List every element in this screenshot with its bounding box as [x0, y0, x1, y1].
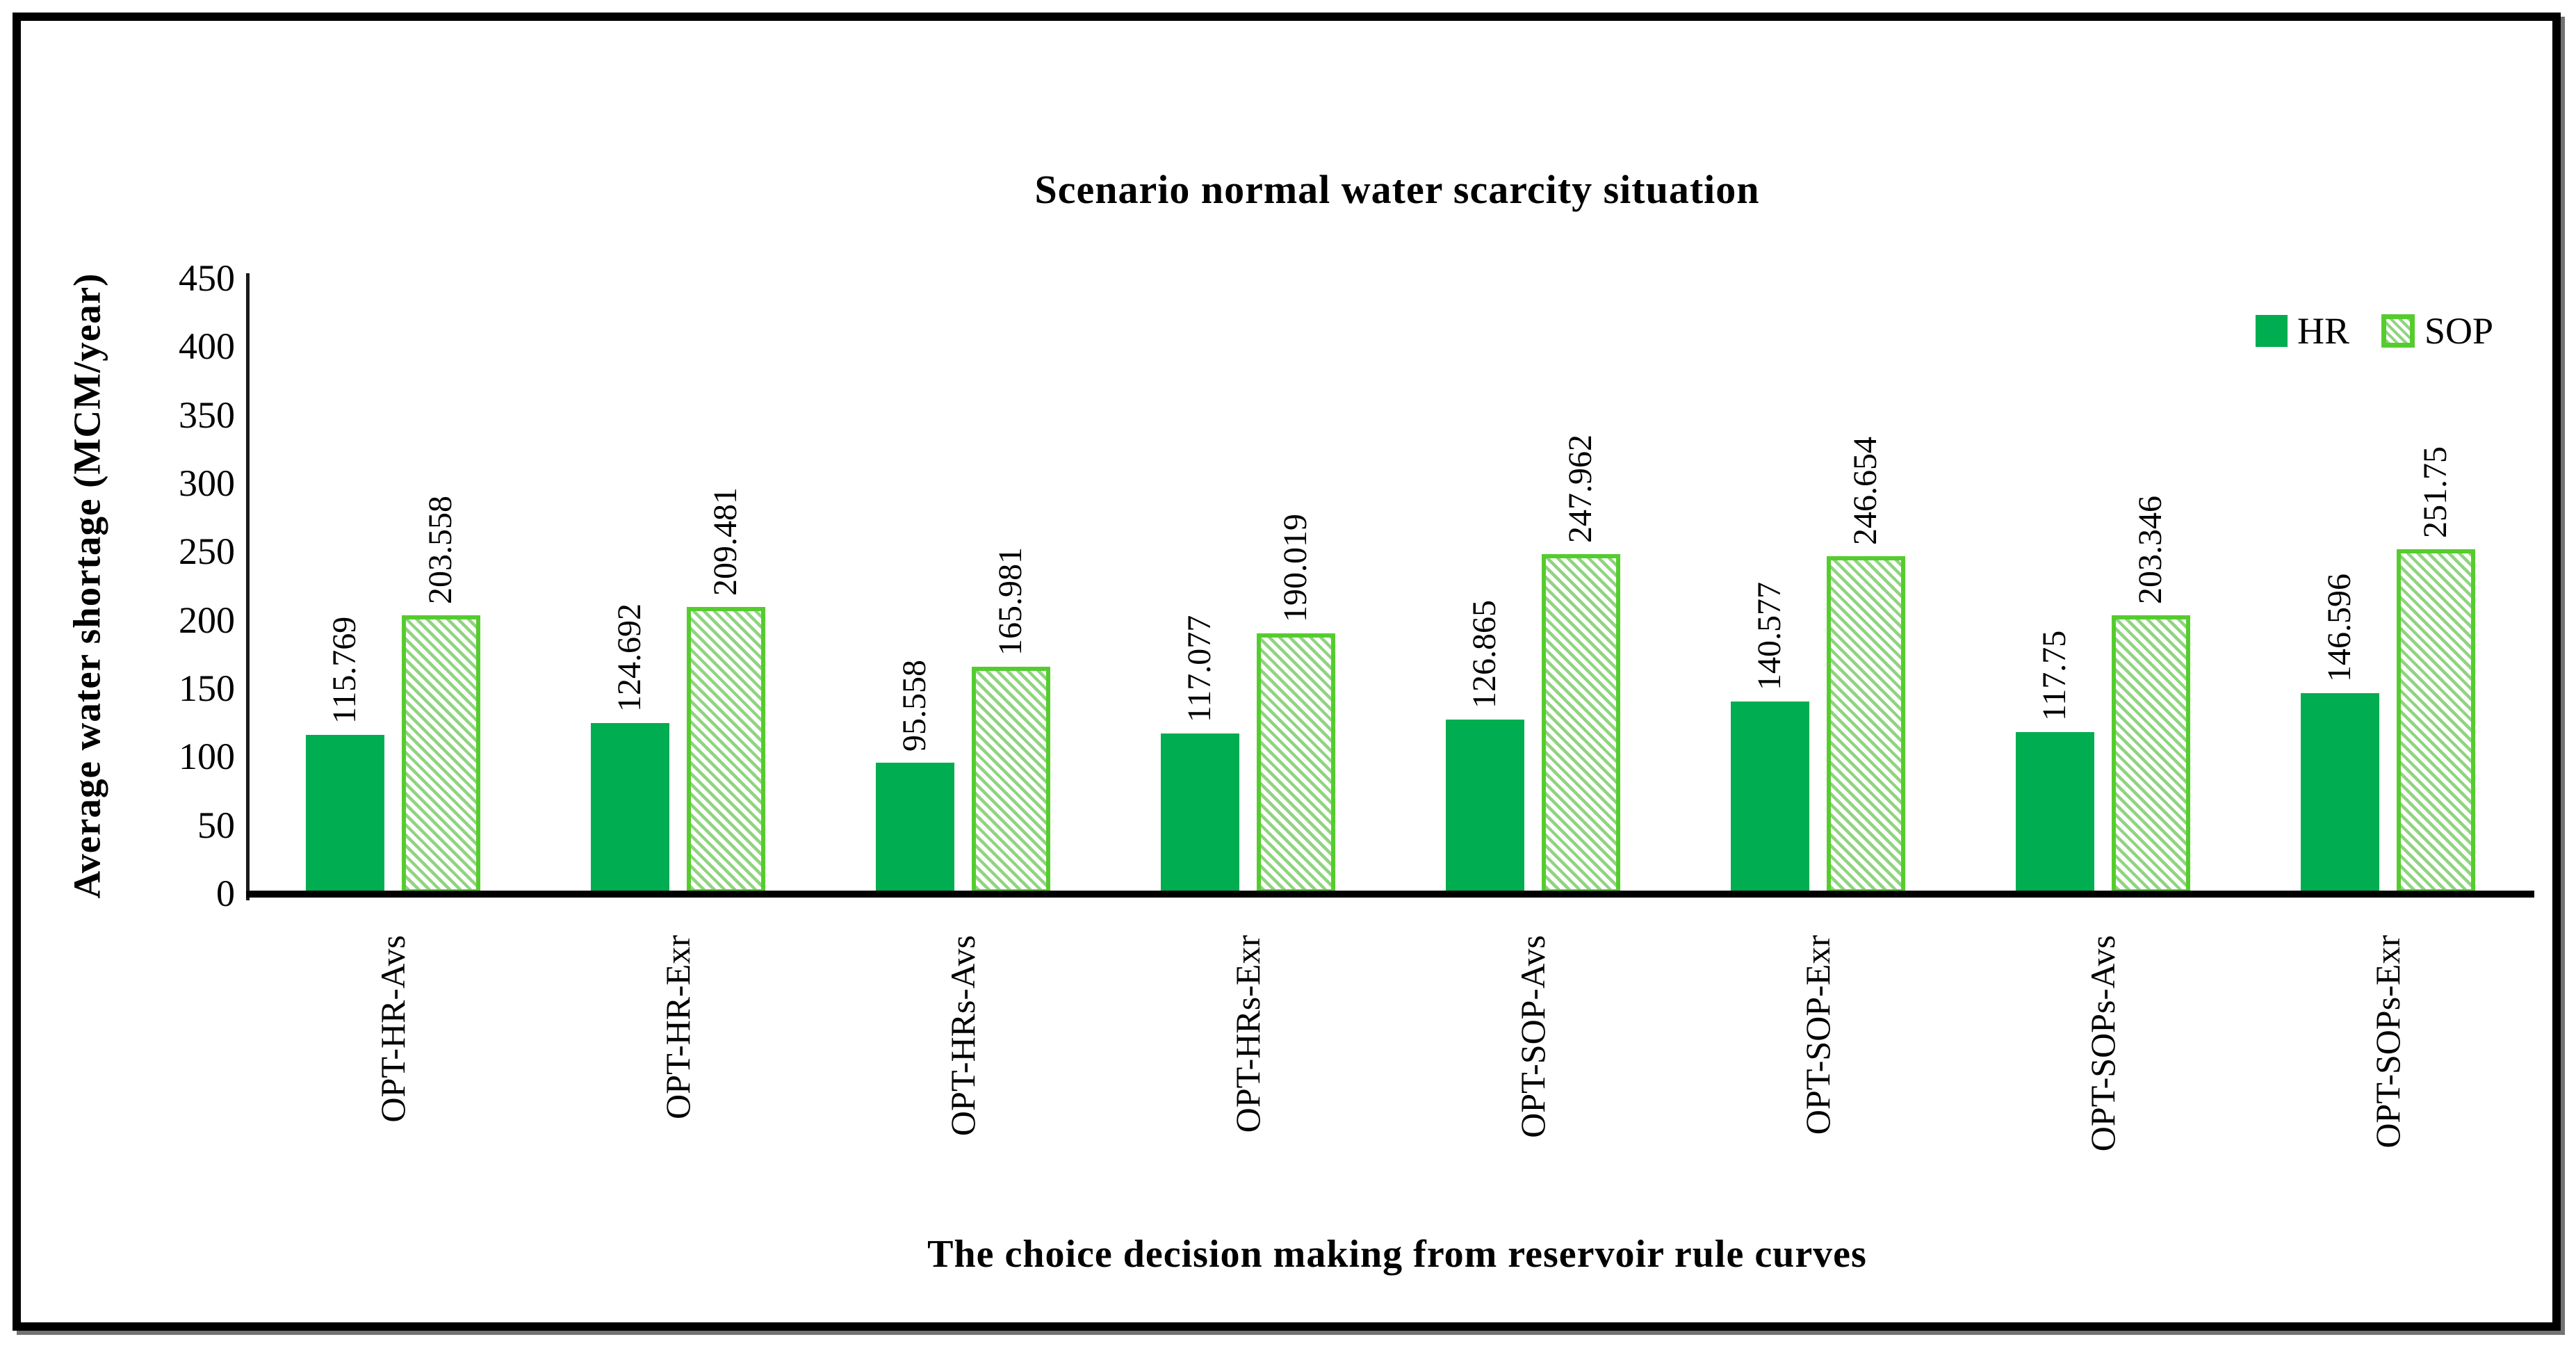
y-tick-label: 100: [179, 736, 235, 778]
category-label-text: OPT-SOP-Exr: [1798, 935, 1837, 1135]
category-label-text: OPT-HR-Avs: [373, 935, 412, 1123]
bar-hr-opt-hrs-avs: [876, 763, 954, 893]
legend: HR SOP: [2256, 311, 2493, 350]
value-label-text: 126.865: [1466, 600, 1503, 708]
value-label-text: 209.481: [707, 487, 744, 596]
value-label-text: 247.962: [1562, 435, 1599, 543]
bar-hr-opt-hr-exr: [591, 723, 669, 893]
figure-border: [13, 13, 2561, 1331]
y-tick-label: 50: [197, 804, 235, 846]
value-label-text: 117.077: [1181, 615, 1218, 722]
bar-hr-opt-sops-exr: [2301, 693, 2379, 893]
category-label-text: OPT-SOPs-Exr: [2368, 935, 2407, 1149]
bar-sop-opt-sop-avs: [1542, 554, 1620, 893]
bar-hr-opt-hr-avs: [306, 735, 384, 893]
y-tick-label: 450: [179, 257, 235, 299]
legend-sop-label: SOP: [2424, 310, 2494, 352]
bar-hr-opt-sop-avs: [1446, 720, 1524, 893]
bar-sop-opt-hr-exr: [687, 607, 765, 893]
category-label-text: OPT-SOPs-Avs: [2083, 935, 2122, 1152]
bar-sop-opt-sops-avs: [2112, 615, 2190, 893]
x-axis-title: The choice decision making from reservoi…: [927, 1233, 1867, 1276]
y-tick-label: 300: [179, 462, 235, 504]
y-axis-line: [246, 273, 250, 900]
y-tick-label: 350: [179, 394, 235, 436]
value-label-text: 146.596: [2321, 574, 2358, 682]
bar-sop-opt-hr-avs: [402, 615, 480, 893]
y-tick-label: 150: [179, 667, 235, 709]
value-label-text: 117.75: [2036, 630, 2073, 721]
bar-sop-opt-sops-exr: [2397, 549, 2475, 893]
category-label-text: OPT-HR-Exr: [658, 935, 697, 1119]
y-tick-label: 200: [179, 599, 235, 641]
bar-sop-opt-hrs-avs: [972, 667, 1050, 893]
value-label-text: 190.019: [1277, 514, 1314, 622]
bar-sop-opt-hrs-exr: [1257, 633, 1335, 893]
bar-hr-opt-hrs-exr: [1161, 733, 1239, 893]
value-label-text: 124.692: [611, 603, 648, 712]
bar-hr-opt-sops-avs: [2016, 732, 2094, 893]
y-tick-label: 250: [179, 530, 235, 573]
x-axis-line: [246, 891, 2534, 898]
category-label-text: OPT-HRs-Avs: [943, 935, 982, 1136]
value-label-text: 246.654: [1847, 437, 1884, 545]
value-label-text: 251.75: [2417, 446, 2454, 538]
category-label-text: OPT-HRs-Exr: [1228, 935, 1267, 1133]
y-tick-label: 0: [216, 873, 235, 914]
legend-hr-label: HR: [2297, 310, 2350, 352]
legend-sop-swatch-icon: [2381, 314, 2415, 348]
y-axis-title: Average water shortage (MCM/year): [42, 273, 132, 899]
value-label-text: 115.769: [326, 616, 363, 724]
chart-title: Scenario normal water scarcity situation: [1034, 167, 1760, 212]
category-label-text: OPT-SOP-Avs: [1513, 935, 1552, 1138]
value-label-text: 203.558: [422, 496, 459, 604]
bar-hr-opt-sop-exr: [1731, 702, 1809, 893]
legend-hr-swatch-icon: [2256, 315, 2288, 347]
value-label-text: 95.558: [896, 660, 933, 752]
value-label-text: 165.981: [992, 547, 1029, 656]
bar-sop-opt-sop-exr: [1827, 556, 1905, 893]
value-label-text: 140.577: [1751, 582, 1788, 690]
y-tick-label: 400: [179, 325, 235, 368]
value-label-text: 203.346: [2132, 496, 2169, 604]
